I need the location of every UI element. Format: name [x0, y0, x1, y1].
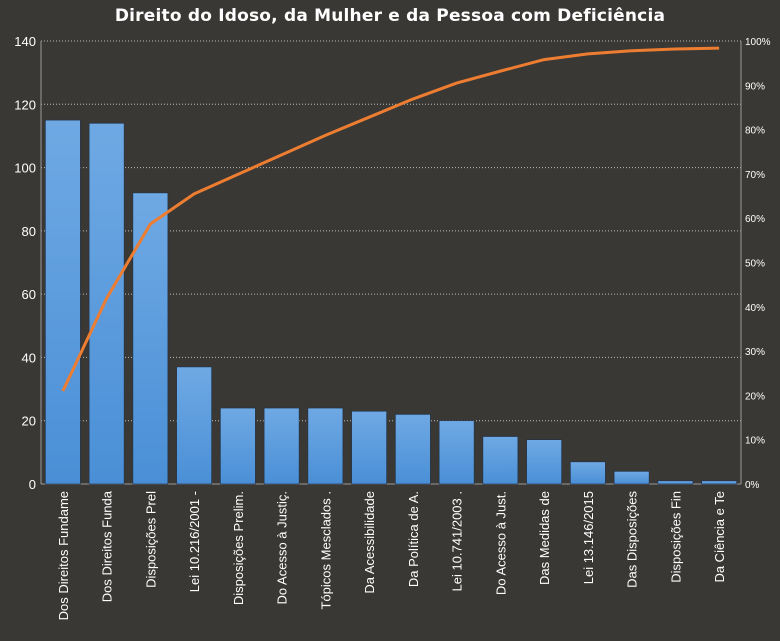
- bar: [395, 414, 431, 485]
- bar: [176, 366, 212, 485]
- bar: [307, 407, 344, 485]
- bar: [482, 436, 519, 485]
- x-tick-label: Da Ciência e Te: [712, 491, 727, 583]
- x-tick-label: Disposições Fin: [668, 491, 683, 583]
- x-tick-label: Lei 13.146/2015: [581, 491, 596, 584]
- y2-tick-label: 40%: [745, 303, 765, 314]
- x-tick-label: Do Acesso à Justiç.: [275, 491, 290, 604]
- bar: [351, 410, 387, 485]
- bar: [526, 439, 562, 485]
- y-tick-label: 40: [22, 350, 36, 365]
- x-tick-label: Lei 10.216/2001 -: [187, 491, 202, 592]
- bar: [263, 407, 300, 485]
- y2-tick-label: 80%: [745, 126, 765, 137]
- bar: [45, 119, 81, 485]
- y2-tick-label: 100%: [745, 37, 771, 48]
- x-tick-label: Da Acessibilidade: [362, 491, 377, 594]
- bar: [613, 471, 650, 485]
- y-tick-label: 80: [22, 224, 36, 239]
- x-tick-label: Disposições Prel: [143, 491, 158, 588]
- bar: [438, 420, 475, 485]
- y2-tick-label: 70%: [745, 170, 765, 181]
- bar: [88, 122, 125, 485]
- y2-tick-label: 10%: [745, 436, 765, 447]
- bar: [220, 407, 256, 485]
- y2-tick-label: 20%: [745, 391, 765, 402]
- x-tick-label: Da Política de A.: [406, 491, 421, 587]
- y-tick-label: 20: [22, 414, 36, 429]
- bar: [132, 192, 169, 485]
- bar: [701, 480, 737, 485]
- y-tick-label: 100: [14, 161, 36, 176]
- y-tick-label: 120: [14, 97, 36, 112]
- cumulative-line: [61, 46, 720, 392]
- y2-tick-label: 0%: [745, 480, 760, 491]
- chart-title: Direito do Idoso, da Mulher e da Pessoa …: [114, 6, 666, 26]
- x-tick-label: Dos Direitos Fundame: [56, 491, 71, 620]
- x-tick-label: Tópicos Mesclados .: [318, 491, 333, 610]
- y2-tick-label: 60%: [745, 214, 765, 225]
- bar: [657, 480, 694, 485]
- y-tick-label: 140: [14, 34, 36, 49]
- y-tick-label: 0: [29, 477, 36, 492]
- y2-tick-label: 90%: [745, 81, 765, 92]
- x-tick-label: Lei 10.741/2003 .: [450, 491, 465, 591]
- x-tick-label: Disposições Prelim.: [231, 491, 246, 605]
- y-tick-label: 60: [22, 287, 36, 302]
- x-tick-label: Das Medidas de: [537, 491, 552, 585]
- x-tick-label: Das Disposições: [625, 491, 640, 588]
- bar: [570, 461, 606, 485]
- y2-tick-label: 50%: [745, 259, 765, 270]
- x-tick-label: Dos Direitos Funda: [100, 490, 115, 602]
- y2-tick-label: 30%: [745, 347, 765, 358]
- x-tick-label: Do Acesso à Just.: [493, 491, 508, 595]
